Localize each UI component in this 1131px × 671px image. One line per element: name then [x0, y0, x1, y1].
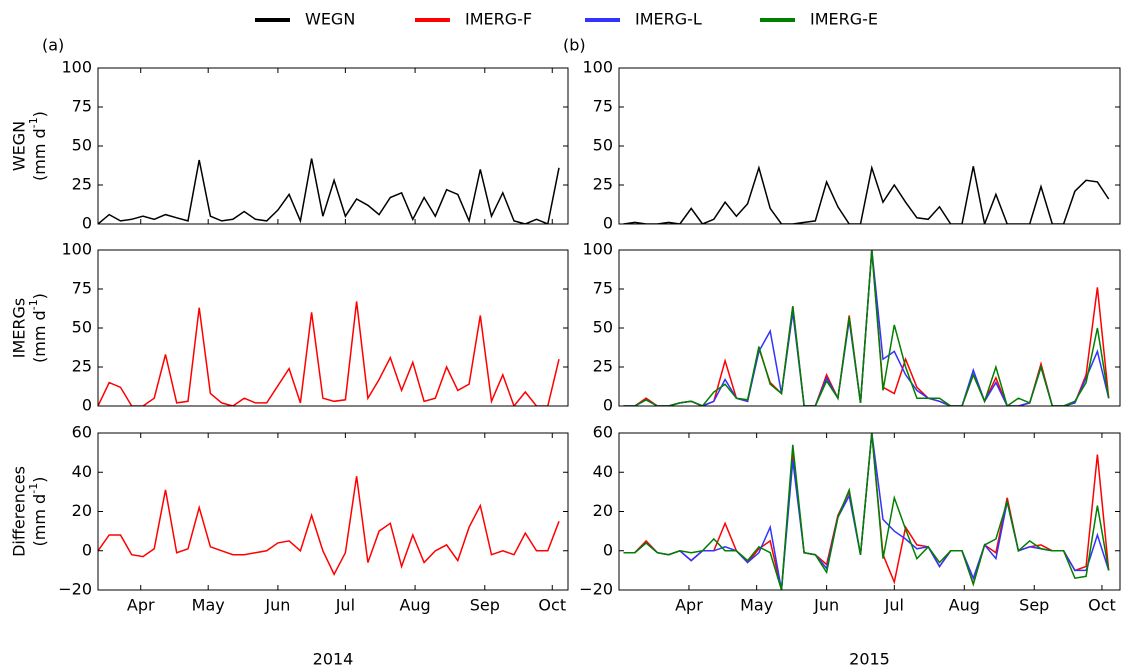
unit-part: -1: [27, 117, 40, 128]
y-tick-label: 50: [72, 318, 92, 337]
y-tick-label: 50: [593, 318, 613, 337]
y-axis-title: Differences: [10, 466, 29, 557]
plot-lines: [98, 301, 560, 406]
x-tick-label: Apr: [127, 596, 155, 615]
x-tick-label: Sep: [1019, 596, 1049, 615]
unit-part: -1: [27, 299, 40, 310]
y-tick-label: 100: [61, 58, 92, 77]
y-axis-unit: (mm d-1): [27, 111, 49, 181]
y-tick-label: 100: [61, 240, 92, 259]
y-tick-label: 25: [72, 357, 92, 376]
plot-lines: [623, 164, 1110, 224]
y-axis-title: IMERGs: [10, 298, 29, 358]
y-axis-unit: (mm d-1): [27, 293, 49, 363]
y-axis-unit: (mm d-1): [27, 477, 49, 547]
axes-frame: [97, 67, 569, 225]
unit-part: (mm d: [30, 128, 49, 181]
unit-part: -1: [27, 483, 40, 494]
panel-label: (a): [42, 36, 64, 55]
x-tick-label: May: [740, 596, 773, 615]
data-line: [623, 433, 1110, 590]
y-tick-label: 25: [593, 357, 613, 376]
unit-part: ): [30, 293, 49, 299]
legend-label: IMERG-L: [635, 10, 702, 29]
x-axis-title: 2015: [849, 650, 890, 669]
y-tick-label: 75: [593, 97, 613, 116]
y-tick-label: 0: [82, 396, 92, 415]
data-line: [98, 301, 560, 406]
y-tick-label: 60: [72, 423, 92, 442]
x-tick-label: Apr: [675, 596, 703, 615]
x-tick-label: Aug: [399, 596, 430, 615]
y-tick-label: 0: [82, 214, 92, 233]
axes-frame: [97, 432, 569, 591]
axes-frame: [97, 249, 569, 407]
data-line: [623, 433, 1110, 590]
y-tick-label: 75: [72, 97, 92, 116]
y-tick-label: 60: [593, 423, 613, 442]
legend-label: IMERG-F: [465, 10, 532, 29]
x-axis-title: 2014: [313, 650, 354, 669]
y-tick-label: −20: [58, 580, 92, 599]
x-tick-label: Jun: [264, 596, 290, 615]
y-tick-label: 75: [72, 279, 92, 298]
x-tick-label: Oct: [538, 596, 566, 615]
unit-part: ): [30, 477, 49, 483]
y-tick-label: 25: [593, 175, 613, 194]
y-tick-label: 25: [72, 175, 92, 194]
y-tick-label: 20: [593, 501, 613, 520]
y-tick-label: 75: [593, 279, 613, 298]
x-tick-label: May: [192, 596, 225, 615]
plot-lines: [98, 476, 560, 576]
y-tick-label: 40: [593, 462, 613, 481]
panel-label: (b): [563, 36, 586, 55]
y-tick-label: −20: [579, 580, 613, 599]
plot-lines: [98, 158, 560, 224]
y-axis-title: WEGN: [10, 121, 29, 171]
x-tick-label: Sep: [470, 596, 500, 615]
x-tick-label: Oct: [1088, 596, 1116, 615]
x-tick-label: Aug: [949, 596, 980, 615]
unit-part: (mm d: [30, 494, 49, 547]
y-tick-label: 0: [603, 540, 613, 559]
y-tick-label: 20: [72, 501, 92, 520]
data-line: [623, 164, 1110, 224]
x-tick-label: Jun: [813, 596, 839, 615]
unit-part: (mm d: [30, 310, 49, 363]
y-tick-label: 0: [603, 396, 613, 415]
data-line: [623, 433, 1110, 590]
plot-lines: [623, 250, 1110, 406]
data-line: [623, 250, 1110, 406]
y-tick-label: 100: [582, 240, 613, 259]
y-tick-label: 40: [72, 462, 92, 481]
data-line: [98, 158, 560, 224]
unit-part: ): [30, 111, 49, 117]
legend-label: WEGN: [305, 10, 355, 29]
y-tick-label: 0: [82, 540, 92, 559]
x-tick-label: Jul: [884, 596, 904, 615]
data-line: [98, 476, 560, 576]
y-tick-label: 50: [72, 136, 92, 155]
legend-label: IMERG-E: [810, 10, 878, 29]
y-tick-label: 0: [603, 214, 613, 233]
plot-lines: [623, 433, 1110, 590]
x-tick-label: Jul: [335, 596, 355, 615]
y-tick-label: 50: [593, 136, 613, 155]
y-tick-label: 100: [582, 58, 613, 77]
